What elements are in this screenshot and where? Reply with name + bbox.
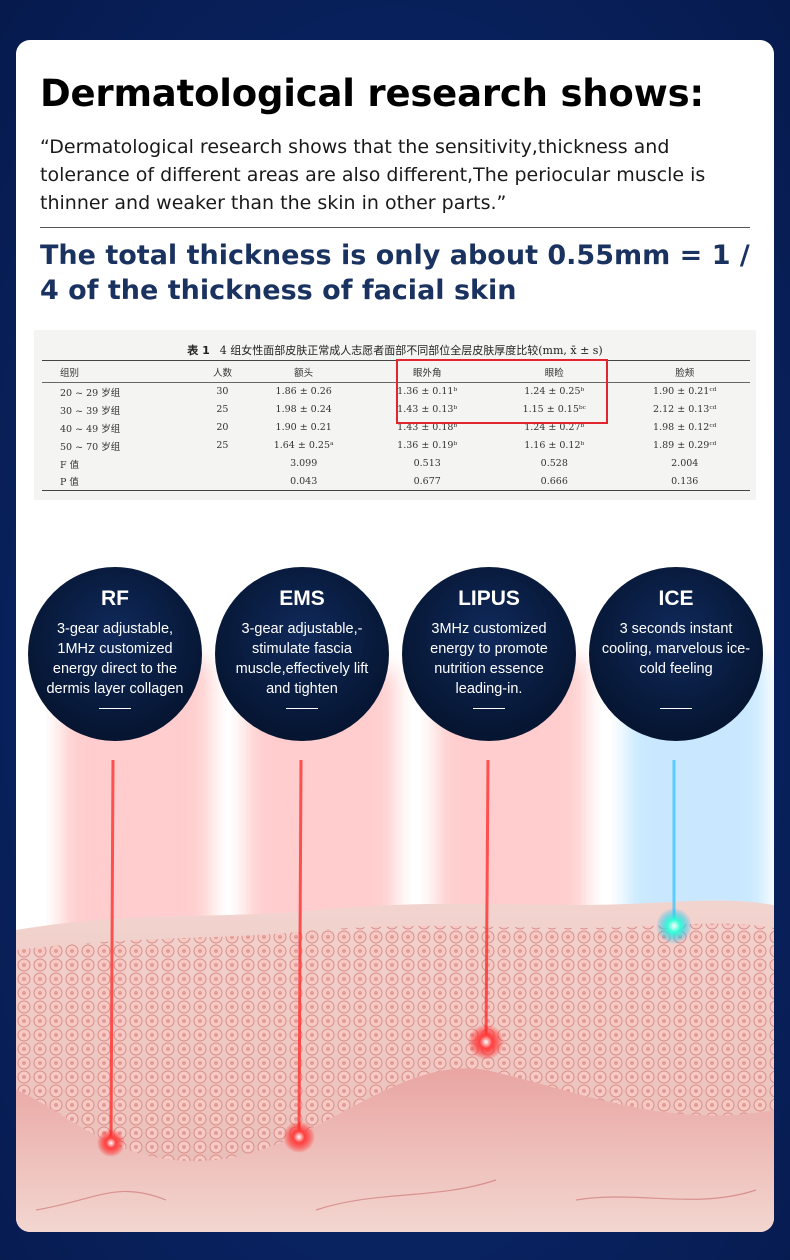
feature-dash — [99, 708, 131, 709]
skin-layer-illustration: RF 3-gear adjustable, 1MHz customized en… — [16, 510, 774, 1232]
col-header: 脸颊 — [619, 360, 750, 383]
col-header: 组别 — [42, 360, 203, 383]
highlight-box — [396, 359, 608, 424]
page-title: Dermatological research shows: — [40, 72, 705, 115]
rf-beam-line — [109, 759, 115, 1141]
table-cell: 20 — [216, 422, 229, 433]
skin-thickness-table: 组别 人数 额头 眼外角 眼睑 脸颊 20 ~ 29 岁组 30 1.86 ± … — [42, 360, 750, 491]
table-cell: F 值 — [60, 459, 80, 471]
table-cell: 1.16 ± 0.12ᵇ — [524, 440, 585, 451]
feature-lipus: LIPUS 3MHz customized energy to promote … — [402, 567, 576, 741]
table-header-row: 组别 人数 额头 眼外角 眼睑 脸颊 — [42, 360, 750, 383]
table-cell: 0.528 — [540, 458, 568, 469]
feature-rf: RF 3-gear adjustable, 1MHz customized en… — [28, 567, 202, 741]
table-cell: 40 ~ 49 岁组 — [60, 423, 121, 435]
feature-description: 3-gear adjustable, 1MHz customized energ… — [46, 621, 184, 697]
table-cell: 1.15 ± 0.15ᵇᶜ — [522, 404, 586, 415]
table-row: P 值 0.043 0.677 0.666 0.136 — [42, 472, 750, 491]
table-cell: 1.24 ± 0.25ᵇ — [524, 386, 585, 398]
lipus-glow-point — [468, 1024, 504, 1060]
table-cell: 1.86 ± 0.26 — [275, 386, 332, 398]
table-cell: 1.43 ± 0.18ᵇ — [397, 422, 458, 433]
feature-dash — [660, 708, 692, 709]
cell-layer — [16, 923, 774, 1162]
feature-ice: ICE 3 seconds instant cooling, marvelous… — [589, 567, 763, 741]
lipus-beam-line — [484, 759, 490, 1041]
table-cell: 1.24 ± 0.27ᵇ — [524, 422, 585, 433]
table-cell: 2.004 — [671, 458, 699, 469]
col-header: 人数 — [202, 360, 242, 383]
table-cell: 3.099 — [290, 458, 318, 469]
table-cell: 0.513 — [413, 458, 441, 469]
divider — [40, 227, 750, 228]
table-cell: 30 — [216, 386, 229, 398]
table-cell: 0.677 — [365, 472, 490, 491]
table-cell: 30 ~ 39 岁组 — [60, 405, 121, 417]
table-cell: 1.89 ± 0.29ᶜᵈ — [653, 440, 717, 451]
col-header: 额头 — [242, 360, 366, 383]
table-row: 30 ~ 39 岁组 25 1.98 ± 0.24 1.43 ± 0.13ᵇ 1… — [42, 401, 750, 419]
feature-description: 3MHz customized energy to promote nutrit… — [430, 621, 548, 697]
feature-title: RF — [101, 587, 129, 610]
table-row: F 值 3.099 0.513 0.528 2.004 — [42, 455, 750, 473]
table-cell — [202, 472, 242, 491]
table-cell: 1.98 ± 0.12ᶜᵈ — [653, 422, 717, 433]
table-cell: 1.90 ± 0.21ᶜᵈ — [653, 386, 717, 398]
table-cell: 0.136 — [619, 472, 750, 491]
rf-glow-point — [97, 1129, 125, 1157]
table-cell: 1.43 ± 0.13ᵇ — [397, 404, 458, 415]
table-cell — [203, 455, 242, 473]
table-cell: 25 — [216, 440, 229, 451]
table-cell: 1.36 ± 0.11ᵇ — [397, 386, 458, 398]
feature-title: LIPUS — [458, 587, 520, 610]
table-cell: 25 — [216, 404, 229, 415]
table-cell: 50 ~ 70 岁组 — [60, 441, 121, 453]
table-cell: 1.98 ± 0.24 — [275, 404, 332, 415]
table-row: 40 ~ 49 岁组 20 1.90 ± 0.21 1.43 ± 0.18ᵇ 1… — [42, 419, 750, 437]
research-quote: “Dermatological research shows that the … — [40, 136, 706, 214]
ems-glow-point — [283, 1121, 315, 1153]
feature-title: EMS — [279, 587, 325, 610]
col-header: 眼睑 — [489, 360, 620, 383]
feature-dash — [286, 708, 318, 709]
feature-description: 3 seconds instant cooling, marvelous ice… — [601, 621, 751, 677]
table-cell: 2.12 ± 0.13ᶜᵈ — [653, 404, 717, 415]
table-cell: 20 ~ 29 岁组 — [60, 387, 121, 399]
table-cell: 0.043 — [242, 472, 366, 491]
feature-dash — [473, 708, 505, 709]
table-cell: 1.90 ± 0.21 — [275, 422, 332, 433]
content-card: Dermatological research shows: “Dermatol… — [16, 40, 774, 1232]
ems-beam-line — [297, 759, 303, 1136]
dermis-layer — [16, 1068, 774, 1232]
table-row: 20 ~ 29 岁组 30 1.86 ± 0.26 1.36 ± 0.11ᵇ 1… — [42, 383, 750, 401]
feature-title: ICE — [658, 587, 694, 610]
feature-description: 3-gear adjustable,-stimulate fascia musc… — [235, 621, 369, 697]
table-cell: 0.666 — [489, 472, 620, 491]
thickness-headline: The total thickness is only about 0.55mm… — [40, 240, 750, 306]
table-cell: P 值 — [42, 472, 203, 491]
feature-ems: EMS 3-gear adjustable,-stimulate fascia … — [215, 567, 389, 741]
ice-glow-point — [656, 908, 692, 944]
table-cell: 1.64 ± 0.25ᵃ — [273, 440, 334, 451]
blood-vessels — [35, 1179, 757, 1211]
table-cell: 1.36 ± 0.19ᵇ — [397, 440, 458, 451]
table-row: 50 ~ 70 岁组 25 1.64 ± 0.25ᵃ 1.36 ± 0.19ᵇ … — [42, 437, 750, 455]
